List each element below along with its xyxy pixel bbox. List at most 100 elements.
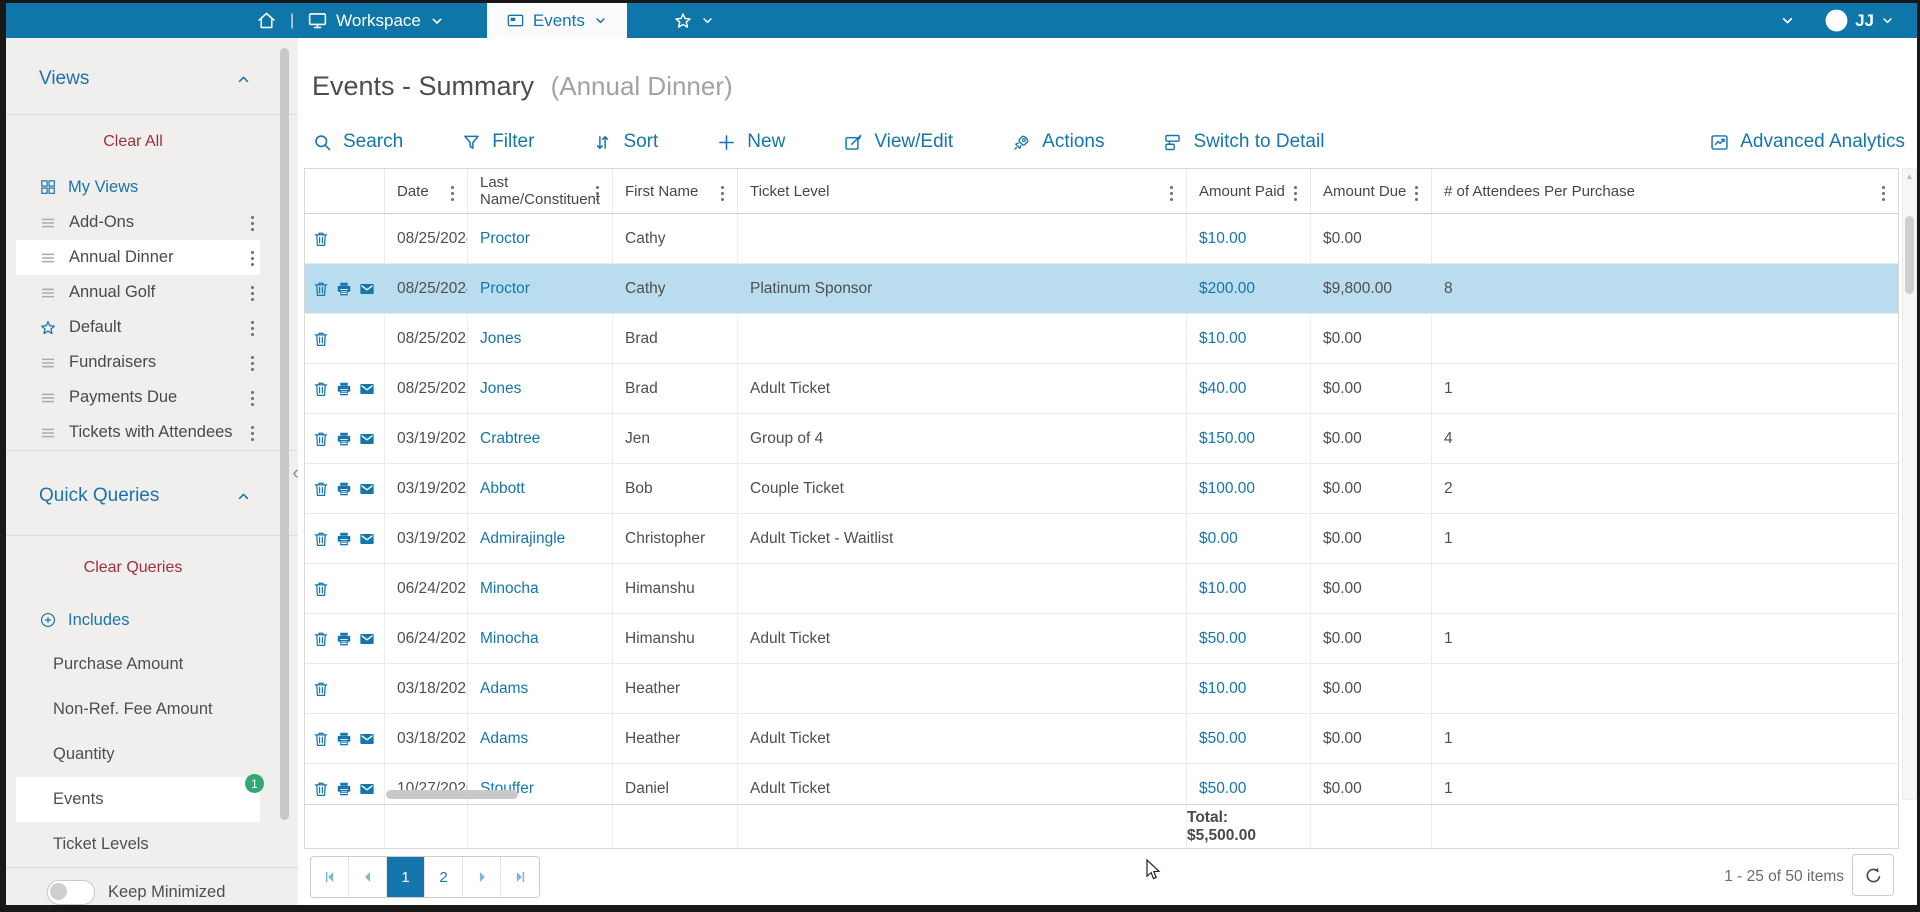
home-icon[interactable] — [256, 10, 277, 31]
advanced-analytics-button[interactable]: Advanced Analytics — [1709, 131, 1905, 153]
cell-amount-paid-link[interactable]: $10.00 — [1199, 229, 1247, 247]
search-button[interactable]: Search — [312, 131, 403, 153]
user-menu[interactable]: JJ — [1824, 8, 1895, 33]
cell-last-name-link[interactable]: Proctor — [480, 279, 530, 297]
sidebar-view-item[interactable]: Default — [16, 310, 260, 345]
print-icon[interactable] — [334, 379, 354, 399]
cell-amount-paid-link[interactable]: $10.00 — [1199, 329, 1247, 347]
column-header-first-name[interactable]: First Name — [613, 169, 738, 213]
column-header-last-name[interactable]: Last Name/Constituent — [468, 169, 613, 213]
switch-to-detail-button[interactable]: Switch to Detail — [1162, 131, 1324, 153]
cell-last-name-link[interactable]: Admirajingle — [480, 529, 566, 547]
refresh-button[interactable] — [1852, 854, 1894, 896]
actions-button[interactable]: Actions — [1011, 131, 1104, 153]
table-row[interactable]: 03/19/2022 Crabtree Jen Group of 4 $150.… — [305, 414, 1898, 464]
delete-icon[interactable] — [311, 429, 331, 449]
cell-amount-paid-link[interactable]: $50.00 — [1199, 729, 1247, 747]
delete-icon[interactable] — [311, 329, 331, 349]
first-page-button[interactable] — [311, 857, 349, 897]
cell-last-name-link[interactable]: Jones — [480, 379, 522, 397]
cell-amount-paid-link[interactable]: $100.00 — [1199, 479, 1256, 497]
vertical-scrollbar[interactable]: ▲ — [1902, 168, 1917, 800]
overflow-chevron-icon[interactable] — [1779, 12, 1796, 29]
delete-icon[interactable] — [311, 679, 331, 699]
email-icon[interactable] — [357, 779, 377, 799]
clear-queries-button[interactable]: Clear Queries — [83, 559, 183, 576]
email-icon[interactable] — [357, 429, 377, 449]
cell-last-name-link[interactable]: Adams — [480, 729, 529, 747]
cell-last-name-link[interactable]: Abbott — [480, 479, 525, 497]
print-icon[interactable] — [334, 429, 354, 449]
column-menu-icon[interactable] — [447, 182, 458, 205]
quick-queries-section-header[interactable]: Quick Queries — [6, 451, 298, 535]
email-icon[interactable] — [357, 529, 377, 549]
cell-amount-paid-link[interactable]: $50.00 — [1199, 629, 1247, 647]
cell-amount-paid-link[interactable]: $10.00 — [1199, 679, 1247, 697]
cell-amount-paid-link[interactable]: $10.00 — [1199, 579, 1247, 597]
item-menu-icon[interactable] — [247, 352, 258, 375]
delete-icon[interactable] — [311, 279, 331, 299]
new-button[interactable]: New — [716, 131, 785, 153]
chevron-up-icon[interactable] — [235, 488, 252, 505]
view-edit-button[interactable]: View/Edit — [843, 131, 953, 153]
email-icon[interactable] — [357, 729, 377, 749]
print-icon[interactable] — [334, 629, 354, 649]
filter-button[interactable]: Filter — [461, 131, 534, 153]
delete-icon[interactable] — [311, 529, 331, 549]
includes-button[interactable]: Includes — [6, 600, 298, 640]
previous-page-button[interactable] — [349, 857, 387, 897]
sidebar-view-item[interactable]: Annual Dinner — [16, 240, 260, 275]
sidebar-view-item[interactable]: Tickets with Attendees — [16, 415, 260, 450]
cell-last-name-link[interactable]: Proctor — [480, 229, 530, 247]
table-row[interactable]: 03/18/2021 Adams Heather Adult Ticket $5… — [305, 714, 1898, 764]
print-icon[interactable] — [334, 779, 354, 799]
cell-amount-paid-link[interactable]: $40.00 — [1199, 379, 1247, 397]
column-menu-icon[interactable] — [592, 182, 603, 205]
horizontal-scrollbar-thumb[interactable] — [386, 790, 518, 799]
column-menu-icon[interactable] — [1411, 182, 1422, 205]
sidebar-scrollbar[interactable] — [280, 38, 289, 905]
item-menu-icon[interactable] — [247, 282, 258, 305]
sidebar-query-item[interactable]: Events 1 — [16, 774, 264, 822]
print-icon[interactable] — [334, 729, 354, 749]
page-button-2[interactable]: 2 — [425, 857, 463, 897]
print-icon[interactable] — [334, 479, 354, 499]
table-row[interactable]: 03/18/2021 Adams Heather $10.00 $0.00 — [305, 664, 1898, 714]
column-header-date[interactable]: Date — [385, 169, 468, 213]
delete-icon[interactable] — [311, 729, 331, 749]
email-icon[interactable] — [357, 479, 377, 499]
table-row[interactable]: 08/25/2024 Proctor Cathy $10.00 $0.00 — [305, 214, 1898, 264]
cell-amount-paid-link[interactable]: $50.00 — [1199, 779, 1247, 797]
cell-last-name-link[interactable]: Jones — [480, 329, 522, 347]
cell-last-name-link[interactable]: Crabtree — [480, 429, 541, 447]
print-icon[interactable] — [334, 529, 354, 549]
item-menu-icon[interactable] — [247, 247, 258, 270]
table-row[interactable]: 10/27/2020 Stouffer Daniel Adult Ticket … — [305, 764, 1898, 813]
cell-amount-paid-link[interactable]: $200.00 — [1199, 279, 1256, 297]
sidebar-query-item[interactable]: Non-Ref. Fee Amount — [16, 687, 260, 732]
column-menu-icon[interactable] — [1290, 182, 1301, 205]
sidebar-view-item[interactable]: Fundraisers — [16, 345, 260, 380]
table-row[interactable]: 06/24/2021 Minocha Himanshu Adult Ticket… — [305, 614, 1898, 664]
delete-icon[interactable] — [311, 379, 331, 399]
table-row[interactable]: 08/25/2022 Jones Brad $10.00 $0.00 — [305, 314, 1898, 364]
delete-icon[interactable] — [311, 229, 331, 249]
sidebar-query-item[interactable]: Quantity — [16, 732, 260, 777]
table-row[interactable]: 06/24/2021 Minocha Himanshu $10.00 $0.00 — [305, 564, 1898, 614]
tab-events[interactable]: Events — [486, 3, 627, 38]
sidebar-query-item[interactable]: Purchase Amount — [16, 642, 260, 687]
column-header-attendees[interactable]: # of Attendees Per Purchase — [1432, 169, 1898, 213]
delete-icon[interactable] — [311, 629, 331, 649]
item-menu-icon[interactable] — [247, 387, 258, 410]
delete-icon[interactable] — [311, 779, 331, 799]
sort-button[interactable]: Sort — [592, 131, 658, 153]
chevron-up-icon[interactable] — [235, 71, 252, 88]
column-menu-icon[interactable] — [1878, 182, 1889, 205]
cell-last-name-link[interactable]: Minocha — [480, 579, 539, 597]
table-row[interactable]: 03/19/2022 Abbott Bob Couple Ticket $100… — [305, 464, 1898, 514]
scrollbar-up-arrow[interactable]: ▲ — [1905, 171, 1914, 181]
column-header-ticket-level[interactable]: Ticket Level — [738, 169, 1187, 213]
cell-last-name-link[interactable]: Adams — [480, 679, 529, 697]
favorites-menu[interactable] — [673, 11, 715, 31]
next-page-button[interactable] — [463, 857, 501, 897]
